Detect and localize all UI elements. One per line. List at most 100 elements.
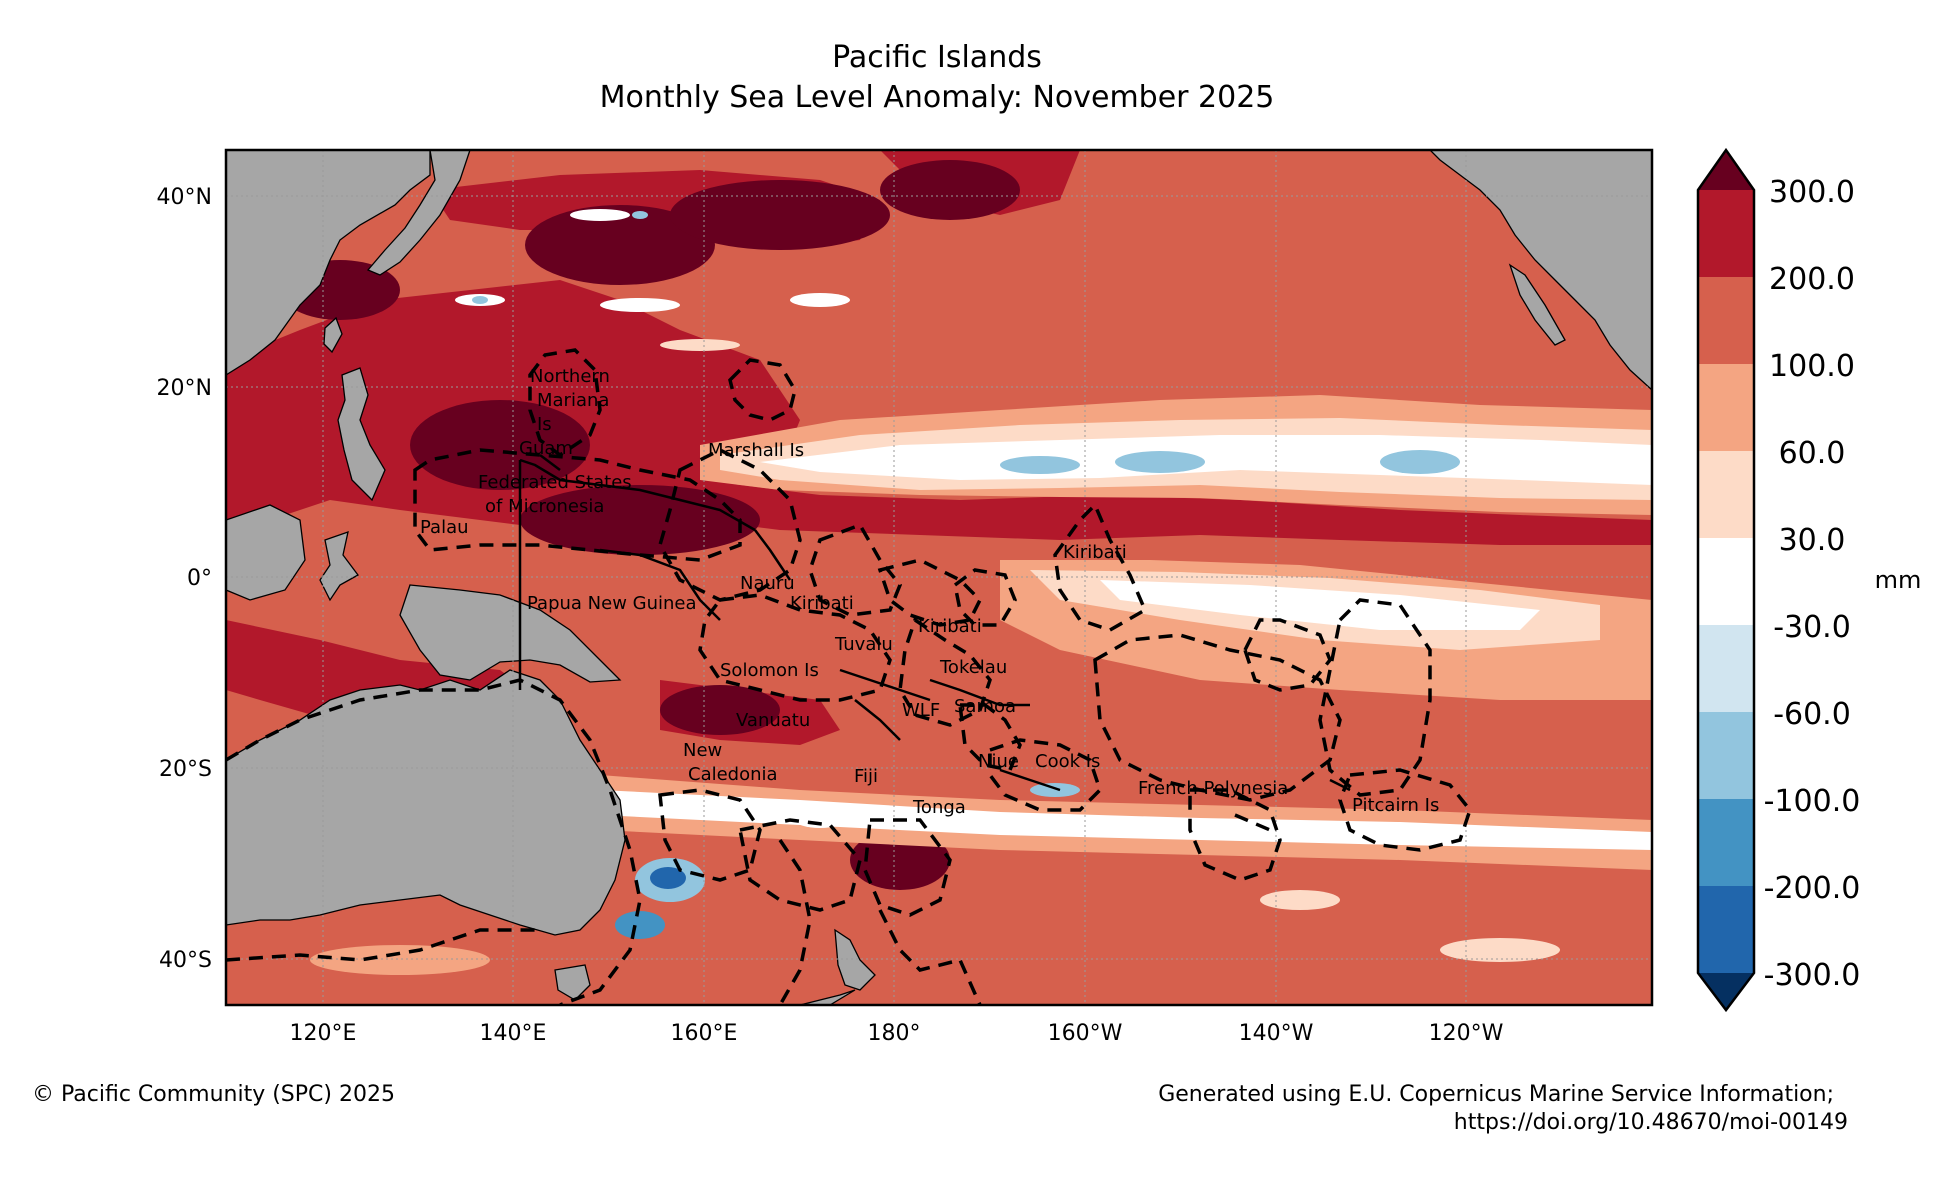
colorbar-extend-top — [1698, 150, 1754, 190]
anomaly-light-patch-4 — [660, 339, 740, 351]
colorbar-segment — [1698, 625, 1754, 712]
land-north-america — [1429, 150, 1652, 391]
colorbar-ticks: 300.0 200.0 100.0 60.0 30.0 -30.0 -60.0 … — [1764, 175, 1861, 993]
colorbar-tick-label: 100.0 — [1769, 349, 1855, 384]
region-label: Caledonia — [688, 764, 778, 785]
colorbar-tick-label: 200.0 — [1769, 262, 1855, 297]
region-label: Guam — [519, 438, 573, 459]
region-label: Nauru — [740, 573, 795, 594]
lon-label: 160°E — [671, 1021, 738, 1046]
page-subtitle: Monthly Sea Level Anomaly: November 2025 — [599, 80, 1275, 115]
land-philippines — [337, 367, 386, 502]
region-label: Vanuatu — [736, 710, 810, 731]
lat-label: 20°S — [159, 757, 212, 782]
colorbar-segment — [1698, 886, 1754, 973]
region-label: Is — [537, 414, 552, 435]
land-japan — [366, 150, 471, 276]
lat-label: 40°N — [157, 185, 212, 210]
anomaly-peak-2 — [670, 180, 890, 250]
colorbar-tick-label: -30.0 — [1773, 610, 1851, 645]
anomaly-negative-1 — [1000, 456, 1080, 474]
colorbar — [1696, 147, 1756, 1013]
anomaly-negative-6 — [615, 911, 665, 939]
land-baja — [1508, 263, 1566, 346]
lon-label: 140°E — [480, 1021, 547, 1046]
map-frame — [224, 148, 1654, 1007]
region-label: Samoa — [954, 696, 1016, 717]
anomaly-peak-6 — [660, 685, 780, 735]
region-label: Niue — [978, 751, 1019, 772]
map-area — [226, 150, 1652, 1005]
credit-line-1: Generated using E.U. Copernicus Marine S… — [1158, 1082, 1834, 1107]
land-borneo — [226, 504, 306, 601]
land-new-zealand-south — [799, 989, 856, 1005]
lat-label: 40°S — [159, 948, 212, 973]
region-label: Tokelau — [939, 657, 1007, 678]
land-tasmania — [554, 964, 591, 1001]
anomaly-negative-2 — [1115, 451, 1205, 473]
land-taiwan — [323, 316, 343, 354]
copyright-text: © Pacific Community (SPC) 2025 — [32, 1082, 395, 1107]
anomaly-neutral-patch-5 — [790, 293, 850, 307]
land-asia — [226, 150, 431, 376]
anomaly-negative-8 — [1030, 783, 1080, 797]
colorbar-extend-bottom — [1698, 973, 1754, 1010]
lon-label: 120°W — [1429, 1021, 1504, 1046]
region-label: Fiji — [854, 766, 878, 787]
eez-boundaries — [226, 348, 1472, 1005]
colorbar-segment — [1698, 451, 1754, 538]
anomaly-peak-4 — [410, 400, 590, 490]
credit-line-2: https://doi.org/10.48670/moi-00149 — [1453, 1110, 1848, 1135]
region-label: French Polynesia — [1138, 778, 1288, 799]
colorbar-tick-label: -60.0 — [1773, 697, 1851, 732]
anomaly-neutral-patch-1 — [795, 812, 845, 828]
colorbar-segment — [1698, 538, 1754, 625]
anomaly-peak-3 — [880, 160, 1020, 220]
anomaly-negative-9 — [472, 296, 488, 304]
region-label: New — [683, 740, 722, 761]
colorbar-segment — [1698, 712, 1754, 799]
colorbar-segment — [1698, 190, 1754, 277]
anomaly-high-band — [700, 480, 1652, 545]
region-label: Northern — [530, 366, 610, 387]
colorbar-segment — [1698, 364, 1754, 451]
land-sulawesi — [319, 531, 359, 602]
maritime-boundaries — [518, 454, 1351, 792]
colorbar-tick-label: -200.0 — [1764, 871, 1861, 906]
region-label: Kiribati — [1063, 542, 1127, 563]
region-label: Palau — [420, 517, 469, 538]
land-new-zealand-north — [834, 928, 876, 991]
region-label: Federated States — [478, 472, 632, 493]
anomaly-peak-1 — [525, 205, 715, 285]
colorbar-tick-label: -100.0 — [1764, 784, 1861, 819]
anomaly-light-patch-2 — [1440, 938, 1560, 962]
region-label: Papua New Guinea — [527, 593, 697, 614]
anomaly-light-patch-3 — [310, 945, 490, 975]
latitude-labels: 40°N 20°N 0° 20°S 40°S — [157, 185, 212, 973]
anomaly-negative-10 — [632, 211, 648, 219]
anomaly-neutral-patch-2 — [570, 209, 630, 221]
region-labels: Northern Mariana Is Guam Federated State… — [420, 366, 1439, 818]
region-label: Kiribati — [790, 593, 854, 614]
region-label: Pitcairn Is — [1352, 795, 1439, 816]
lon-label: 140°W — [1239, 1021, 1314, 1046]
page-title: Pacific Islands — [832, 40, 1042, 75]
lat-label: 20°N — [157, 376, 212, 401]
anomaly-light-patch-1 — [1260, 890, 1340, 910]
lon-label: 160°W — [1048, 1021, 1123, 1046]
region-label: Cook Is — [1035, 751, 1100, 772]
region-label: of Micronesia — [485, 496, 604, 517]
anomaly-neutral-band-south — [1100, 580, 1540, 630]
lat-label: 0° — [187, 566, 212, 591]
lon-label: 180° — [868, 1021, 921, 1046]
region-label: Kiribati — [918, 616, 982, 637]
anomaly-neutral-patch-4 — [600, 298, 680, 312]
colorbar-tick-label: -300.0 — [1764, 958, 1861, 993]
lon-label: 120°E — [290, 1021, 357, 1046]
colorbar-tick-label: 60.0 — [1779, 436, 1846, 471]
colorbar-tick-label: 30.0 — [1779, 523, 1846, 558]
colorbar-outline — [1696, 147, 1756, 1013]
anomaly-negative-3 — [1380, 450, 1460, 474]
colorbar-tick-label: 300.0 — [1769, 175, 1855, 210]
